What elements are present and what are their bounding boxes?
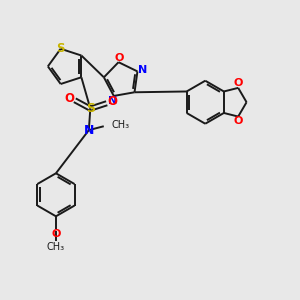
Text: CH₃: CH₃ [111, 120, 129, 130]
Text: S: S [56, 42, 64, 55]
Text: O: O [114, 53, 124, 63]
Text: O: O [107, 95, 117, 108]
Text: N: N [84, 124, 94, 136]
Text: O: O [64, 92, 74, 105]
Text: O: O [233, 116, 243, 126]
Text: N: N [138, 65, 148, 75]
Text: O: O [233, 78, 243, 88]
Text: CH₃: CH₃ [47, 242, 65, 252]
Text: S: S [86, 102, 95, 115]
Text: O: O [51, 229, 61, 238]
Text: N: N [108, 96, 117, 106]
